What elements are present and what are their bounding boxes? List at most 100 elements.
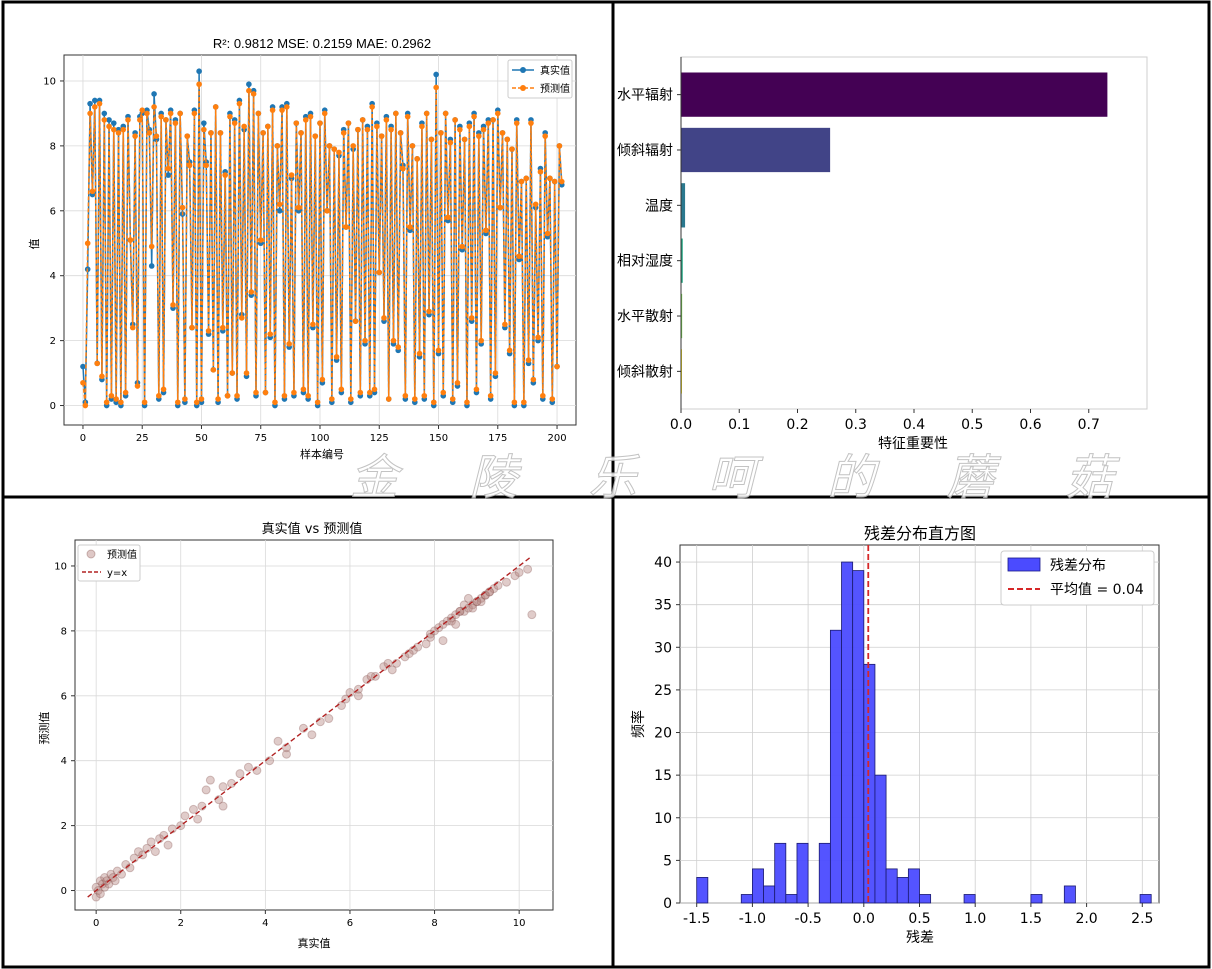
scatter-ytick-label: 0 bbox=[61, 886, 67, 897]
predicted-value-point bbox=[110, 126, 117, 133]
predicted-value-point bbox=[395, 344, 402, 350]
scatter-point bbox=[163, 840, 173, 850]
line-chart-title: R²: 0.9812 MSE: 0.2159 MAE: 0.2962 bbox=[213, 36, 431, 51]
predicted-value-point bbox=[376, 269, 383, 276]
predicted-value-point bbox=[148, 243, 155, 250]
predicted-value-point bbox=[544, 230, 551, 237]
predicted-value-point bbox=[430, 399, 437, 406]
predicted-value-point bbox=[331, 146, 338, 152]
histogram-bar bbox=[785, 894, 798, 904]
predicted-value-point bbox=[269, 107, 276, 113]
predicted-value-point bbox=[412, 396, 418, 402]
predicted-value-point bbox=[234, 392, 240, 399]
scatter-point bbox=[193, 814, 203, 824]
histogram-xtick-label: -0.5 bbox=[794, 911, 821, 927]
predicted-value-point bbox=[293, 120, 300, 126]
predicted-value-point bbox=[201, 126, 207, 133]
predicted-value-point bbox=[487, 392, 494, 399]
histogram-bar bbox=[896, 877, 909, 904]
scatter-point bbox=[421, 639, 431, 649]
predicted-value-point bbox=[257, 237, 264, 243]
predicted-value-point bbox=[193, 399, 200, 406]
importance-bar bbox=[681, 238, 683, 283]
scatter-xtick-label: 4 bbox=[262, 918, 268, 929]
histogram-xtick-label: 0.5 bbox=[908, 911, 930, 927]
predicted-value-line bbox=[82, 84, 563, 406]
predicted-value-point bbox=[160, 386, 167, 393]
histogram-xtick-label: -1.0 bbox=[739, 911, 766, 927]
histogram-bar bbox=[841, 561, 854, 904]
scatter-ytick-label: 6 bbox=[61, 691, 67, 702]
predicted-value-point bbox=[153, 133, 160, 139]
residual-histogram-panel: 残差分布直方图 -1.5 -1.0 -0.5 0.0 0.5 1.0 1.5 2.0 2.5 0… bbox=[630, 524, 1160, 946]
predicted-value-point bbox=[255, 110, 262, 117]
predicted-value-point bbox=[203, 162, 210, 169]
scatter-point bbox=[413, 642, 423, 652]
predicted-value-point bbox=[281, 392, 288, 399]
histogram-ytick-label: 10 bbox=[654, 811, 672, 827]
scatter-ytick-label: 4 bbox=[61, 756, 67, 767]
predicted-value-point bbox=[286, 341, 292, 347]
scatter-xtick-label: 2 bbox=[178, 918, 184, 929]
line-chart-legend: 真实值 预测值 bbox=[507, 59, 573, 99]
predicted-value-point bbox=[156, 392, 162, 399]
predicted-value-point bbox=[492, 370, 499, 376]
true-value-point bbox=[246, 81, 252, 88]
histogram-bar bbox=[1063, 885, 1076, 904]
importance-xlabel: 特征重要性 bbox=[878, 436, 948, 452]
predicted-value-point bbox=[177, 110, 183, 117]
predicted-value-point bbox=[272, 399, 278, 406]
predicted-value-point bbox=[151, 104, 157, 110]
histogram-legend-mean: 平均值 = 0.04 bbox=[1050, 582, 1144, 598]
predicted-value-point bbox=[532, 201, 539, 208]
predicted-value-point bbox=[513, 120, 520, 126]
histogram-bar bbox=[763, 885, 776, 904]
predicted-value-point bbox=[521, 399, 527, 406]
scatter-point bbox=[188, 804, 198, 814]
predicted-value-point bbox=[279, 107, 285, 113]
scatter-xtick-label: 6 bbox=[347, 918, 353, 929]
predicted-value-point bbox=[383, 117, 390, 123]
predicted-value-point bbox=[558, 178, 565, 185]
legend-pred-label: 预测值 bbox=[540, 82, 570, 95]
scatter-point bbox=[324, 714, 334, 724]
predicted-value-point bbox=[374, 123, 380, 130]
predicted-value-point bbox=[241, 123, 247, 130]
predicted-value-point bbox=[454, 380, 461, 386]
predicted-value-point bbox=[205, 328, 212, 334]
importance-xtick-label: 0.7 bbox=[1078, 417, 1100, 433]
predicted-value-point bbox=[122, 389, 129, 396]
predicted-value-point bbox=[504, 136, 511, 143]
predicted-value-point bbox=[99, 373, 105, 380]
identity-line bbox=[87, 555, 533, 898]
histogram-ytick-label: 30 bbox=[654, 640, 672, 656]
predicted-value-point bbox=[236, 100, 243, 107]
predicted-value-point bbox=[158, 113, 164, 120]
predicted-value-point bbox=[191, 110, 198, 117]
predicted-value-point bbox=[542, 133, 548, 139]
predicted-value-point bbox=[291, 389, 297, 396]
histogram-ylabel: 频率 bbox=[630, 710, 647, 738]
line-chart-ytick-label: 8 bbox=[50, 141, 56, 152]
predicted-value-point bbox=[101, 117, 108, 123]
predicted-value-point bbox=[174, 399, 181, 406]
predicted-value-point bbox=[253, 389, 259, 396]
true-value-point bbox=[87, 100, 93, 107]
predicted-value-point bbox=[511, 399, 518, 406]
predicted-value-point bbox=[554, 363, 560, 370]
predicted-value-point bbox=[357, 389, 364, 396]
predicted-value-point bbox=[170, 302, 176, 308]
predicted-value-point bbox=[523, 175, 530, 182]
importance-bar bbox=[681, 293, 683, 339]
scatter-point bbox=[205, 775, 215, 785]
predicted-value-point bbox=[80, 380, 86, 386]
predicted-value-point bbox=[215, 396, 221, 402]
predicted-value-point bbox=[535, 334, 541, 341]
importance-xtick-label: 0.1 bbox=[728, 417, 750, 433]
predicted-value-point bbox=[494, 110, 501, 117]
predicted-value-point bbox=[163, 117, 169, 123]
predicted-value-point bbox=[333, 354, 340, 360]
predicted-value-point bbox=[172, 120, 179, 126]
predicted-value-point bbox=[106, 123, 112, 130]
predicted-value-point bbox=[179, 204, 186, 211]
